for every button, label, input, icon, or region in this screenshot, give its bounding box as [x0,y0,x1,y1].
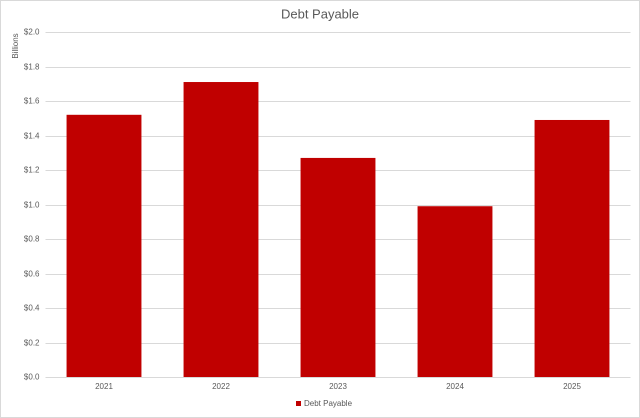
x-tick-label: 2022 [212,382,230,391]
bar [183,82,259,378]
y-tick-label: $0.0 [24,373,40,382]
bar [417,206,493,377]
y-tick-label: $2.0 [24,28,40,37]
y-tick-label: $1.8 [24,63,40,72]
chart-title: Debt Payable [281,6,359,21]
bar [300,157,376,377]
y-tick-label: $0.8 [24,235,40,244]
bar [534,119,610,377]
y-tick-label: $0.6 [24,270,40,279]
bar [66,114,142,378]
x-tick-label: 2021 [95,382,113,391]
legend-swatch [296,401,301,406]
y-tick-label: $1.2 [24,166,40,175]
x-tick-label: 2024 [446,382,464,391]
y-tick-label: $0.2 [24,339,40,348]
y-tick-label: $0.4 [24,304,40,313]
y-axis-label: Billions [11,33,20,58]
x-tick-label: 2025 [563,382,581,391]
legend-label: Debt Payable [304,399,353,408]
x-tick-label: 2023 [329,382,347,391]
y-tick-label: $1.4 [24,132,40,141]
y-tick-label: $1.6 [24,97,40,106]
y-tick-label: $1.0 [24,201,40,210]
